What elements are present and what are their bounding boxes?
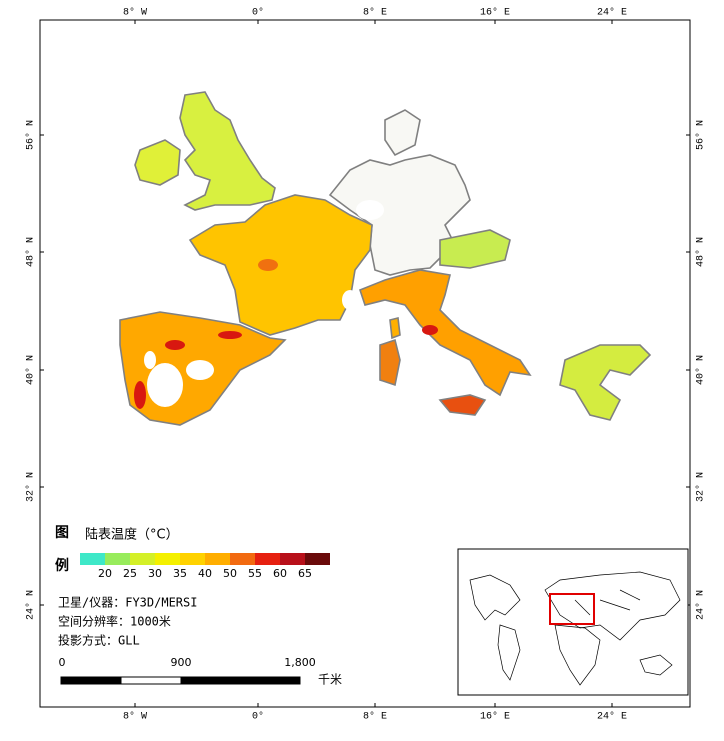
lon-label: 24° E <box>597 7 627 19</box>
scale-label: 0 <box>59 656 66 669</box>
lon-label: 8° W <box>123 7 147 19</box>
lat-label: 56° N <box>25 120 37 150</box>
info-line: 卫星/仪器：FY3D/MERSI <box>58 596 197 610</box>
lat-label: 24° N <box>25 590 37 620</box>
sardinia <box>379 338 401 387</box>
legend-label: 30 <box>148 567 162 580</box>
legend-label: 20 <box>98 567 112 580</box>
legend-swatch <box>155 553 180 565</box>
legend-swatch <box>305 553 330 565</box>
graticule-labels: 8° W 8° W 0° 0° 8° E 8° E 16° E 16° E 24° E 24° E… <box>25 7 707 723</box>
lat-label: 40° N <box>695 355 707 385</box>
hot-spots <box>134 259 438 409</box>
italy <box>359 269 532 397</box>
legend-label: 55 <box>248 567 262 580</box>
lat-label: 48° N <box>695 237 707 267</box>
lon-label: 8° E <box>363 711 387 723</box>
scale-bar <box>60 676 301 685</box>
inset-world-map <box>457 548 689 696</box>
france <box>188 194 373 336</box>
sicily <box>438 394 487 416</box>
info-line: 投影方式：GLL <box>58 633 140 648</box>
legend-swatch <box>180 553 205 565</box>
legend-label: 60 <box>273 567 287 580</box>
legend-swatch <box>230 553 255 565</box>
lon-label: 0° <box>252 711 264 723</box>
info-line: 空间分辨率：1000米 <box>58 614 171 629</box>
germany-benelux <box>328 154 471 276</box>
lon-label: 0° <box>252 7 264 19</box>
legend-swatch <box>80 553 105 565</box>
corsica <box>389 317 401 340</box>
legend-label: 25 <box>123 567 137 580</box>
lat-label: 40° N <box>25 355 37 385</box>
legend-char: 图 <box>55 525 69 541</box>
lon-label: 8° E <box>363 7 387 19</box>
scale-label: 900 <box>171 656 192 669</box>
lon-label: 16° E <box>480 711 510 723</box>
legend-label: 35 <box>173 567 187 580</box>
scale-label: 1,800 <box>284 656 316 669</box>
legend-char: 例 <box>55 557 69 574</box>
lat-label: 56° N <box>695 120 707 150</box>
lon-label: 16° E <box>480 7 510 19</box>
legend-swatch <box>280 553 305 565</box>
denmark <box>384 109 421 157</box>
legend-ramp: 20 25 30 35 40 50 55 60 65 <box>80 553 330 580</box>
legend-label: 50 <box>223 567 237 580</box>
legend-title: 陆表温度（°C） <box>85 527 179 543</box>
greece <box>559 344 652 421</box>
land-surface-temperature-map <box>119 91 652 426</box>
lat-label: 24° N <box>695 590 707 620</box>
legend-swatch <box>105 553 130 565</box>
legend-label: 40 <box>198 567 212 580</box>
lat-label: 32° N <box>25 472 37 502</box>
legend-swatch <box>130 553 155 565</box>
great-britain <box>179 91 276 211</box>
cloud-gaps <box>144 200 384 407</box>
lon-label: 8° W <box>123 711 147 723</box>
legend-label: 65 <box>298 567 312 580</box>
lat-label: 48° N <box>25 237 37 267</box>
lat-label: 32° N <box>695 472 707 502</box>
ireland <box>134 139 181 186</box>
legend-swatch <box>205 553 230 565</box>
lon-label: 24° E <box>597 711 627 723</box>
scale-unit: 千米 <box>318 673 342 687</box>
legend-swatch <box>255 553 280 565</box>
central-europe <box>439 229 511 269</box>
